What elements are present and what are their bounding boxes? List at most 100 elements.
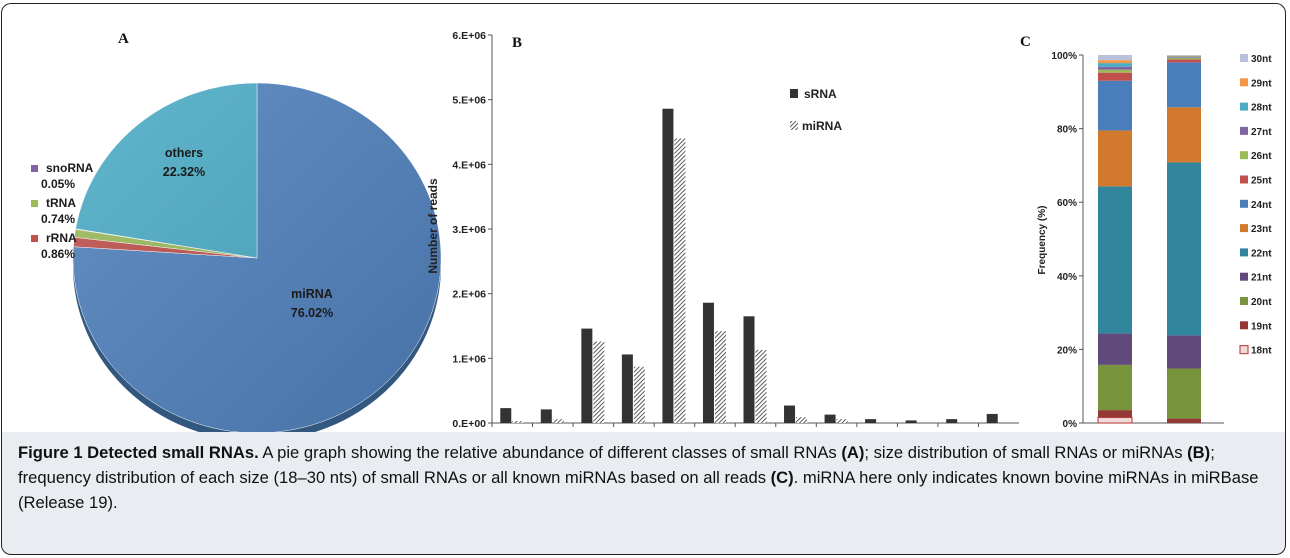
legend-swatch-25nt bbox=[1240, 175, 1248, 184]
pie-label-others: others bbox=[165, 146, 203, 160]
bar-srna bbox=[986, 413, 998, 423]
y-tick-label: 40% bbox=[1057, 272, 1077, 283]
bar-srna bbox=[500, 408, 512, 423]
caption-text: ; frequency distribution of each size (1… bbox=[18, 443, 1215, 487]
stack-segment-25nt bbox=[1167, 59, 1201, 63]
legend-label-23nt: 23nt bbox=[1251, 224, 1272, 235]
legend-swatch-trna bbox=[31, 200, 38, 207]
stack-segment-18nt bbox=[1097, 416, 1133, 424]
pie-shading bbox=[73, 83, 441, 432]
stack-segment-22nt bbox=[1167, 162, 1201, 336]
y-tick-label: 2.E+06 bbox=[452, 289, 486, 301]
stack-segment-20nt bbox=[1167, 368, 1201, 419]
pie-value-rrna: 0.86% bbox=[41, 247, 75, 261]
bar-mirna bbox=[674, 138, 686, 423]
caption-text: A pie graph showing the relative abundan… bbox=[258, 443, 842, 462]
legend-label-18nt: 18nt bbox=[1251, 346, 1272, 357]
legend-label-26nt: 26nt bbox=[1251, 151, 1272, 162]
figure-caption: Figure 1 Detected small RNAs. A pie grap… bbox=[18, 440, 1268, 515]
bar-srna bbox=[581, 328, 593, 423]
bar-srna bbox=[702, 302, 714, 423]
stack-segment-30nt bbox=[1167, 55, 1201, 56]
y-axis-label-frequency: Frequency (%) bbox=[1037, 206, 1048, 275]
bar-srna bbox=[784, 405, 796, 423]
y-axis-label: Number of reads bbox=[426, 178, 440, 274]
stack-segment-25nt bbox=[1098, 72, 1132, 81]
pie-chart: miRNA 76.02% others 22.32% snoRNA 0.05% tRNA 0.… bbox=[31, 82, 442, 432]
caption-ref-a: (A) bbox=[841, 443, 865, 462]
bar-srna bbox=[824, 414, 836, 423]
y-tick-label: 80% bbox=[1057, 125, 1077, 136]
stack-segment-28nt bbox=[1098, 63, 1132, 67]
stack-segment-24nt bbox=[1167, 62, 1201, 108]
legend-label-30nt: 30nt bbox=[1251, 54, 1272, 65]
bar-mirna bbox=[633, 366, 645, 423]
stack-segment-29nt bbox=[1098, 60, 1132, 64]
panel-c-letter: C bbox=[1020, 34, 1031, 50]
bar-mirna bbox=[714, 331, 726, 423]
pie-label-mirna: miRNA bbox=[291, 287, 333, 301]
stack-segment-29nt bbox=[1167, 55, 1201, 57]
bar-chart: 0.E+00 1.E+06 2.E+06 3.E+06 4.E+06 5.E+06 6.E+… bbox=[452, 30, 1019, 430]
pie-value-others: 22.32% bbox=[163, 165, 205, 179]
legend-swatch-23nt bbox=[1240, 224, 1248, 233]
legend-label-mirna: miRNA bbox=[802, 119, 842, 133]
legend-swatch-22nt bbox=[1240, 248, 1248, 257]
bar-srna bbox=[621, 354, 633, 423]
legend-swatch-19nt bbox=[1240, 321, 1248, 330]
legend-swatch-rrna bbox=[31, 235, 38, 242]
legend-label-srna: sRNA bbox=[804, 87, 837, 101]
stack-segment-27nt bbox=[1098, 66, 1132, 70]
y-tick-label: 6.E+06 bbox=[452, 30, 486, 42]
stack-segment-30nt bbox=[1098, 55, 1132, 61]
caption-label: Figure 1 Detected small RNAs. bbox=[18, 443, 259, 462]
bar-mirna bbox=[755, 349, 767, 423]
legend-swatch-21nt bbox=[1240, 272, 1248, 281]
legend-swatch-20nt bbox=[1240, 297, 1248, 305]
pie-value-snorna: 0.05% bbox=[41, 177, 75, 191]
legend-swatch-28nt bbox=[1240, 102, 1248, 111]
stack-segment-20nt bbox=[1098, 364, 1132, 411]
y-tick-label: 3.E+06 bbox=[452, 224, 486, 236]
legend-label-21nt: 21nt bbox=[1251, 273, 1272, 284]
stack-segment-28nt bbox=[1167, 56, 1201, 58]
legend-label-28nt: 28nt bbox=[1251, 103, 1272, 114]
y-tick-label: 100% bbox=[1051, 51, 1077, 62]
bar-srna bbox=[662, 108, 674, 423]
y-tick-label: 0% bbox=[1063, 419, 1078, 430]
caption-text: ; size distribution of small RNAs or miR… bbox=[864, 443, 1188, 462]
y-tick-label: 60% bbox=[1057, 198, 1077, 209]
stack-segment-19nt bbox=[1098, 410, 1132, 418]
legend-swatch-mirna bbox=[790, 121, 798, 130]
stack-segment-23nt bbox=[1167, 107, 1201, 163]
caption-ref-b: (B) bbox=[1187, 443, 1211, 462]
legend-swatch-snorna bbox=[31, 165, 38, 172]
y-tick-label: 5.E+06 bbox=[452, 95, 486, 107]
caption-text: . miRNA here only indicates known bovine… bbox=[18, 468, 1259, 512]
legend-swatch-srna bbox=[790, 89, 798, 98]
bar-mirna bbox=[593, 341, 605, 423]
bar-mirna bbox=[512, 421, 524, 423]
legend-swatch-29nt bbox=[1240, 78, 1248, 87]
bar-srna bbox=[865, 419, 877, 423]
stack-segment-26nt bbox=[1098, 69, 1132, 73]
bar-srna bbox=[905, 420, 917, 423]
bar-mirna bbox=[796, 417, 808, 423]
panel-b-letter: B bbox=[512, 35, 522, 51]
stack-segment-19nt bbox=[1167, 418, 1201, 423]
legend-label-19nt: 19nt bbox=[1251, 321, 1272, 332]
stack-segment-23nt bbox=[1098, 130, 1132, 187]
legend-label-20nt: 20nt bbox=[1251, 297, 1272, 308]
y-tick-label: 0.E+00 bbox=[452, 418, 486, 430]
legend-label-29nt: 29nt bbox=[1251, 78, 1272, 89]
pie-value-trna: 0.74% bbox=[41, 212, 75, 226]
stack-segment-22nt bbox=[1098, 186, 1132, 334]
pie-label-snorna: snoRNA bbox=[46, 161, 94, 175]
legend-swatch-27nt bbox=[1240, 126, 1248, 135]
legend-swatch-24nt bbox=[1240, 199, 1248, 208]
caption-ref-c: (C) bbox=[770, 468, 794, 487]
legend-label-24nt: 24nt bbox=[1251, 200, 1272, 211]
y-tick-label: 4.E+06 bbox=[452, 159, 486, 171]
stacked-bar-chart: 0%20%40%60%80%100%sRNAmiRNA30nt29nt28nt2… bbox=[1051, 51, 1272, 430]
